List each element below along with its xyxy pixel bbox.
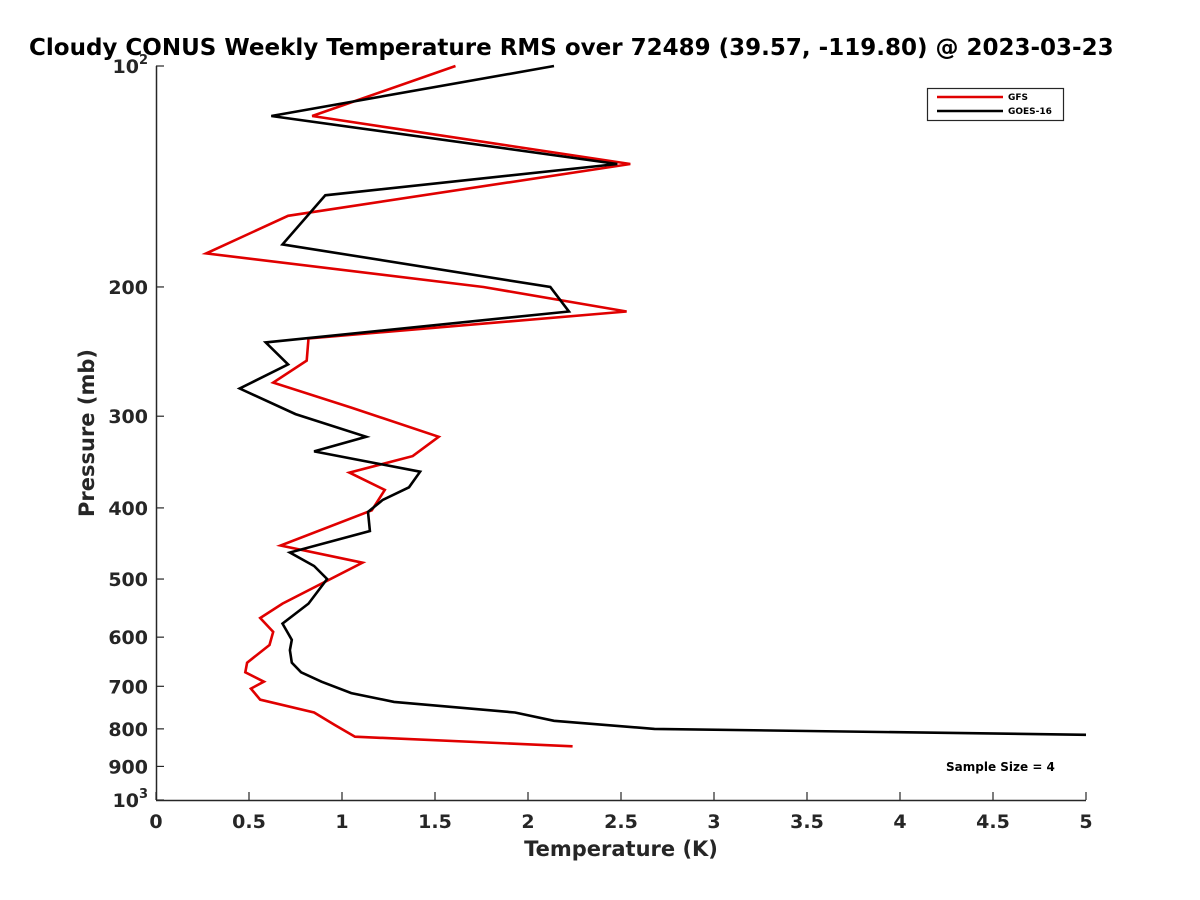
x-tick-label: 3 bbox=[707, 811, 720, 833]
sample-size-annotation: Sample Size = 4 bbox=[946, 760, 1055, 774]
y-ticks: 102 200 300 400 500 600 700 800 900 103 bbox=[108, 53, 164, 812]
series-line-gfs bbox=[201, 64, 631, 748]
x-tick-label: 1.5 bbox=[418, 811, 452, 833]
y-tick-label: 103 bbox=[113, 787, 149, 812]
x-tick-label: 2.5 bbox=[604, 811, 638, 833]
x-tick-label: 3.5 bbox=[790, 811, 824, 833]
x-tick-label: 0.5 bbox=[232, 811, 266, 833]
x-tick-label: 4.5 bbox=[976, 811, 1010, 833]
series-line-goes-16 bbox=[236, 64, 1087, 737]
series-layer bbox=[201, 64, 1087, 748]
x-tick-label: 4 bbox=[893, 811, 906, 833]
x-tick-label: 1 bbox=[335, 811, 348, 833]
y-tick-label: 500 bbox=[108, 569, 148, 591]
x-tick-label: 2 bbox=[521, 811, 534, 833]
legend: GFS GOES-16 bbox=[926, 87, 1065, 122]
axes-layer bbox=[155, 66, 1086, 802]
y-tick-label: 700 bbox=[108, 676, 148, 698]
y-tick-label: 400 bbox=[108, 498, 148, 520]
y-tick-label: 200 bbox=[108, 277, 148, 299]
legend-label-goes16: GOES-16 bbox=[1008, 107, 1052, 117]
x-tick-label: 0 bbox=[149, 811, 162, 833]
x-axis-label: Temperature (K) bbox=[524, 837, 718, 861]
x-ticks: 0 0.5 1 1.5 2 2.5 3 3.5 4 4.5 5 bbox=[149, 792, 1093, 833]
legend-label-gfs: GFS bbox=[1008, 93, 1028, 103]
y-tick-label: 300 bbox=[108, 406, 148, 428]
y-axis-label: Pressure (mb) bbox=[75, 349, 99, 517]
y-tick-label: 102 bbox=[113, 53, 149, 78]
y-tick-label: 800 bbox=[108, 719, 148, 741]
chart-title: Cloudy CONUS Weekly Temperature RMS over… bbox=[29, 35, 1114, 61]
legend-box bbox=[926, 87, 1065, 122]
y-tick-label: 600 bbox=[108, 627, 148, 649]
y-tick-label: 900 bbox=[108, 756, 148, 778]
x-tick-label: 5 bbox=[1079, 811, 1092, 833]
